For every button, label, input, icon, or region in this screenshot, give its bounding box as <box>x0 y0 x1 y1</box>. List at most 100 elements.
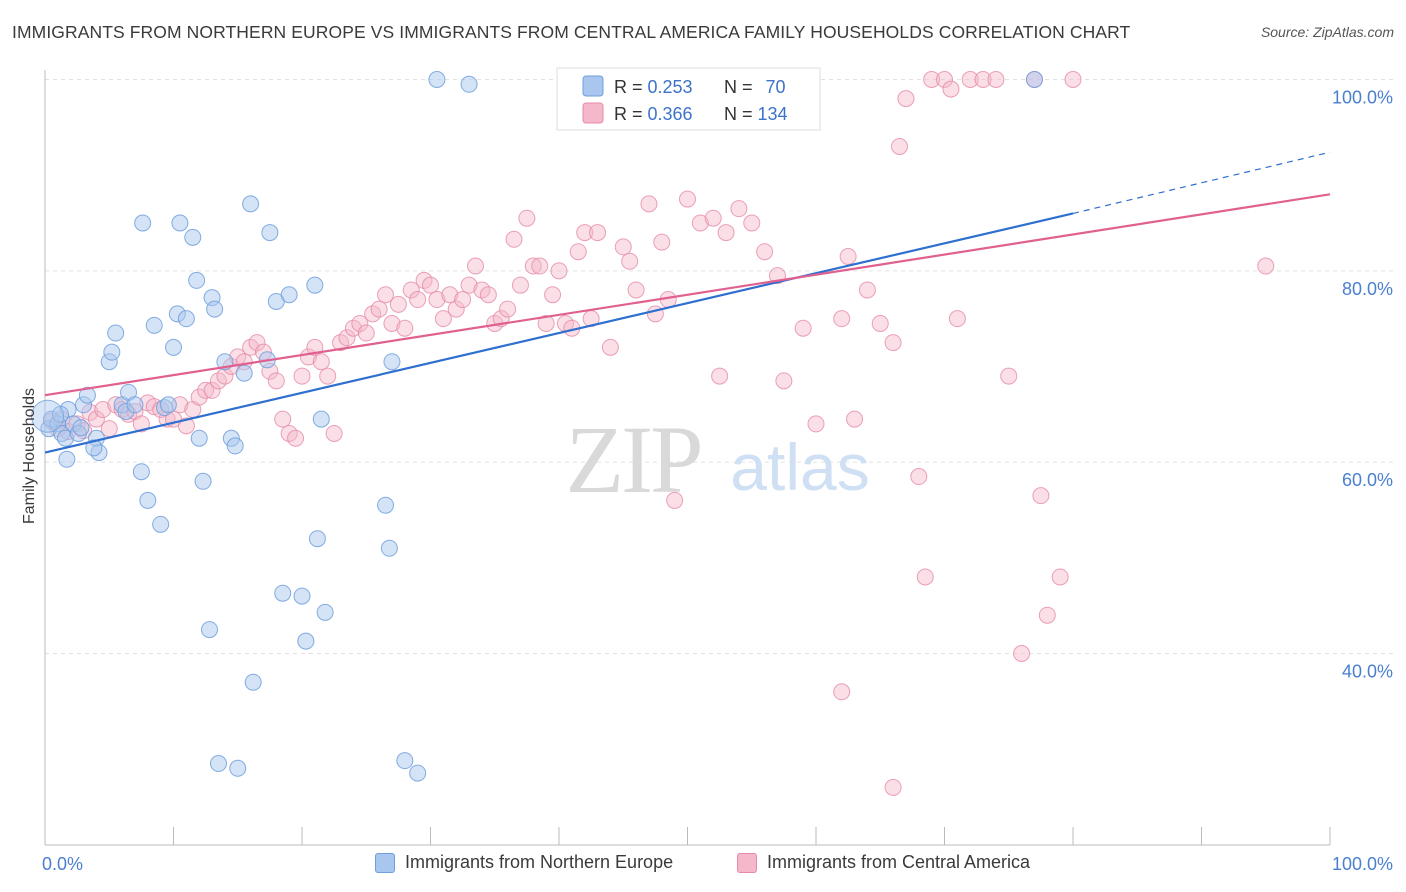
point-central-america <box>389 295 407 313</box>
point-central-america <box>923 71 941 88</box>
legend-item-northern-europe[interactable]: Immigrants from Northern Europe <box>375 852 673 873</box>
point-northern-europe <box>72 419 90 437</box>
point-central-america <box>891 137 909 155</box>
svg-text:R = 0.253: R = 0.253 <box>614 77 693 97</box>
point-central-america <box>936 71 953 88</box>
legend-label-northern-europe: Immigrants from Northern Europe <box>405 852 674 872</box>
point-northern-europe <box>184 228 202 246</box>
point-central-america <box>942 80 960 98</box>
legend-r-label-pink: R = <box>614 104 648 124</box>
point-central-america <box>409 291 427 309</box>
point-northern-europe <box>152 515 170 533</box>
point-central-america <box>948 310 966 328</box>
point-central-america <box>499 300 517 318</box>
trend-line-central-america <box>44 193 1331 397</box>
point-northern-europe <box>428 71 446 88</box>
point-central-america <box>569 243 587 261</box>
point-northern-europe <box>190 429 208 447</box>
point-central-america <box>833 683 851 701</box>
point-central-america <box>775 372 793 390</box>
point-northern-europe <box>235 364 253 382</box>
y-axis-label: Family Households <box>21 388 38 524</box>
legend-stats: R = 0.253 N = 70 R = 0.366 N = 134 <box>556 67 821 131</box>
point-central-america <box>1032 487 1050 505</box>
point-central-america <box>858 281 876 299</box>
trend-line-northern-europe <box>44 212 1074 454</box>
point-northern-europe <box>103 343 121 361</box>
legend-r-label-blue: R = <box>614 77 648 97</box>
point-central-america <box>601 338 619 356</box>
point-northern-europe <box>460 75 478 93</box>
legend-series: Immigrants from Northern Europe Immigran… <box>0 852 1406 878</box>
point-northern-europe <box>396 752 414 770</box>
point-central-america <box>576 224 594 242</box>
point-central-america <box>884 334 902 352</box>
point-central-america <box>916 568 934 586</box>
point-northern-europe <box>159 396 177 414</box>
point-northern-europe-cluster <box>31 399 65 433</box>
point-central-america <box>614 238 632 256</box>
point-central-america <box>434 310 452 328</box>
point-central-america <box>1257 257 1275 275</box>
point-central-america <box>730 200 748 218</box>
point-central-america <box>377 286 395 304</box>
point-central-america <box>666 491 684 509</box>
point-northern-europe <box>58 450 76 468</box>
svg-text:N = 70: N = 70 <box>724 77 786 97</box>
point-central-america <box>402 281 420 299</box>
legend-item-central-america[interactable]: Immigrants from Central America <box>737 852 1030 873</box>
y-tick-label: 80.0% <box>1342 279 1393 299</box>
point-central-america <box>640 195 658 213</box>
point-central-america <box>383 314 401 332</box>
point-central-america <box>1038 606 1056 624</box>
point-central-america <box>621 252 639 270</box>
y-tick-label: 60.0% <box>1342 470 1393 490</box>
point-central-america <box>544 286 562 304</box>
point-central-america <box>274 410 292 428</box>
point-central-america <box>351 314 369 332</box>
point-central-america <box>460 276 478 294</box>
series-northern-europe <box>31 71 1043 782</box>
legend-swatch-blue <box>582 75 604 97</box>
point-northern-europe <box>132 463 150 481</box>
point-central-america <box>94 401 112 419</box>
x-tick-label: 0.0% <box>42 854 83 874</box>
point-northern-europe <box>188 271 206 289</box>
legend-n-label-blue: N = <box>724 77 758 97</box>
point-northern-europe <box>177 310 195 328</box>
source-credit: Source: ZipAtlas.com <box>1260 24 1394 40</box>
point-northern-europe <box>274 584 292 602</box>
legend-n-value-pink: 134 <box>758 104 788 124</box>
point-central-america <box>319 367 337 385</box>
point-northern-europe <box>126 396 144 414</box>
point-central-america <box>325 424 343 442</box>
trend-lines <box>44 151 1331 454</box>
series-central-america <box>42 71 1275 796</box>
point-central-america <box>974 71 992 88</box>
point-central-america <box>466 257 484 275</box>
point-northern-europe <box>293 587 311 605</box>
point-northern-europe <box>308 530 326 548</box>
point-central-america <box>293 367 311 385</box>
point-central-america <box>537 314 555 332</box>
point-northern-europe <box>383 353 401 371</box>
point-northern-europe <box>244 673 262 691</box>
point-central-america <box>287 429 305 447</box>
point-central-america <box>1064 71 1082 88</box>
point-central-america <box>833 310 851 328</box>
point-northern-europe <box>306 276 324 294</box>
legend-swatch-central-america <box>737 852 757 873</box>
point-central-america <box>691 214 709 232</box>
point-central-america <box>589 224 607 242</box>
point-central-america <box>197 381 215 399</box>
legend-r-value-pink: 0.366 <box>648 104 693 124</box>
point-central-america <box>653 233 671 251</box>
point-northern-europe <box>409 764 427 782</box>
point-northern-europe <box>316 603 334 621</box>
point-central-america <box>357 324 375 342</box>
point-central-america <box>524 257 542 275</box>
point-central-america <box>267 372 285 390</box>
point-northern-europe <box>78 386 96 404</box>
point-central-america <box>447 300 465 318</box>
